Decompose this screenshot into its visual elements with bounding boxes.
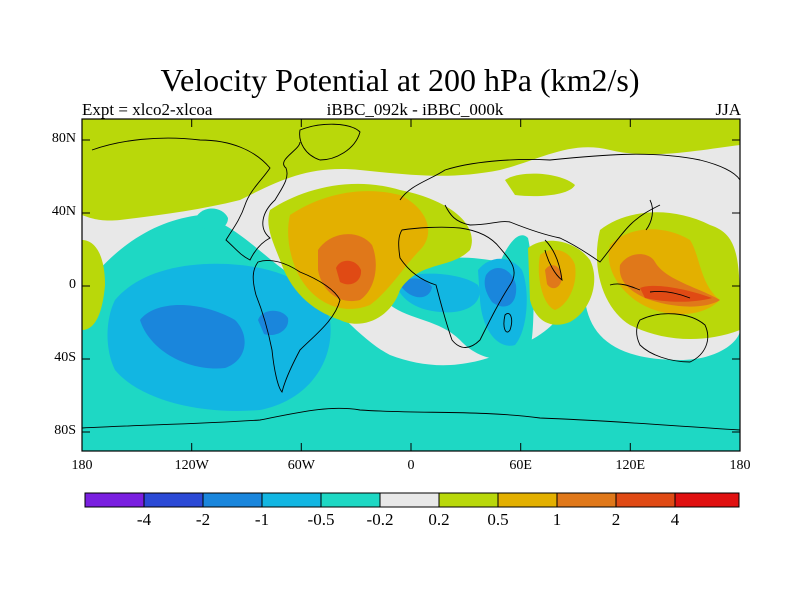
cb-label-5: 0.2 <box>428 510 450 529</box>
lat-label-0: 0 <box>69 277 76 292</box>
cb-swatch-7 <box>498 493 557 507</box>
cb-swatch-4 <box>321 493 380 507</box>
coast-north-america <box>91 137 301 261</box>
cb-label-6: 0.5 <box>487 510 509 529</box>
lat-label-80s: 80S <box>54 423 76 438</box>
figure-title: Velocity Potential at 200 hPa (km2/s) <box>160 62 640 98</box>
coast-australia <box>636 313 709 363</box>
region-pacific-cyan-blob <box>195 208 228 231</box>
lat-label-80n: 80N <box>51 131 76 146</box>
cb-label-7: 1 <box>552 510 562 529</box>
region-africa-negative-large-east <box>484 267 517 307</box>
cb-swatch-1 <box>144 493 203 507</box>
cb-swatch-6 <box>439 493 498 507</box>
cb-label-4: -0.2 <box>366 510 394 529</box>
season-label: JJA <box>715 100 741 119</box>
cb-label-8: 2 <box>611 510 621 529</box>
cb-swatch-2 <box>203 493 262 507</box>
cb-swatch-3 <box>262 493 321 507</box>
coast-india <box>544 239 563 281</box>
cb-label-0: -4 <box>136 510 152 529</box>
coast-europe-asia <box>399 153 740 263</box>
cb-label-1: -2 <box>195 510 211 529</box>
cb-label-9: 4 <box>670 510 680 529</box>
region-mongolia-positive <box>505 173 575 197</box>
region-north-pacific-positive <box>82 240 105 330</box>
case-label: iBBC_092k - iBBC_000k <box>326 100 504 119</box>
region-indian-positive-large <box>545 265 562 289</box>
lon-label-0: 0 <box>407 458 415 473</box>
lat-label-40n: 40N <box>51 204 76 219</box>
coast-madagascar <box>503 313 513 333</box>
cb-label-2: -1 <box>254 510 270 529</box>
coast-greenland <box>299 123 361 161</box>
cb-label-3: -0.5 <box>307 510 335 529</box>
region-arctic-positive <box>82 119 740 221</box>
region-atlantic-positive-max <box>336 260 362 285</box>
region-africa-negative-large-west <box>400 278 432 298</box>
coast-japan <box>645 199 653 231</box>
coast-antarctica <box>82 407 740 431</box>
coast-africa <box>398 226 515 348</box>
cb-swatch-0 <box>85 493 144 507</box>
lon-label-180w: 180 <box>71 458 93 473</box>
colorbar <box>84 492 740 508</box>
lon-label-120e: 120E <box>615 458 646 473</box>
lon-label-60e: 60E <box>509 458 532 473</box>
lat-label-40s: 40S <box>54 350 76 365</box>
coast-south-america <box>252 260 341 393</box>
lat-ticks <box>82 139 740 433</box>
lon-label-60w: 60W <box>287 458 315 473</box>
coast-indonesia <box>609 283 691 299</box>
cb-swatch-9 <box>616 493 675 507</box>
contour-field <box>82 119 740 451</box>
lon-ticks <box>191 119 631 451</box>
coastlines <box>82 123 740 431</box>
cb-swatch-10 <box>675 493 739 507</box>
cb-frame <box>84 492 740 508</box>
cb-swatch-8 <box>557 493 616 507</box>
experiment-label: Expt = xlco2-xlcoa <box>82 100 213 119</box>
cb-swatch-5 <box>380 493 439 507</box>
region-south-pacific-negative-large <box>140 305 245 369</box>
region-brazil-negative-large <box>258 310 289 336</box>
lon-label-180e: 180 <box>729 458 751 473</box>
lon-label-120w: 120W <box>174 458 209 473</box>
